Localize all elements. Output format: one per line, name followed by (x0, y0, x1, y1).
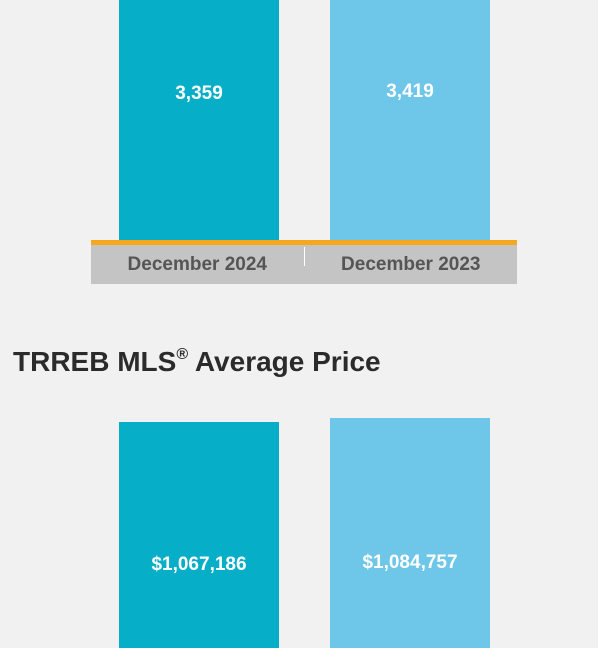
bar-december-2024-average-price: $1,067,186 (119, 422, 279, 648)
bar-december-2023-average-price: $1,084,757 (330, 418, 490, 648)
category-label-december-2023: December 2023 (341, 253, 481, 275)
category-label-december-2024: December 2024 (127, 253, 267, 275)
bar-december-2024-sales: 3,359 (119, 0, 279, 243)
category-axis: December 2024 December 2023 (91, 245, 517, 284)
title-suffix: Average Price (188, 346, 381, 377)
bar-value-label: 3,419 (386, 80, 434, 102)
bar-value-label: 3,359 (175, 82, 223, 104)
bar-december-2023-sales: 3,419 (330, 0, 490, 243)
registered-mark: ® (176, 346, 189, 363)
average-price-title: TRREB MLS® Average Price (13, 346, 381, 378)
bar-value-label: $1,084,757 (362, 552, 458, 573)
axis-baseline (91, 240, 517, 245)
category-divider (303, 247, 305, 266)
title-main: TRREB MLS (13, 346, 177, 377)
bar-value-label: $1,067,186 (151, 554, 247, 575)
